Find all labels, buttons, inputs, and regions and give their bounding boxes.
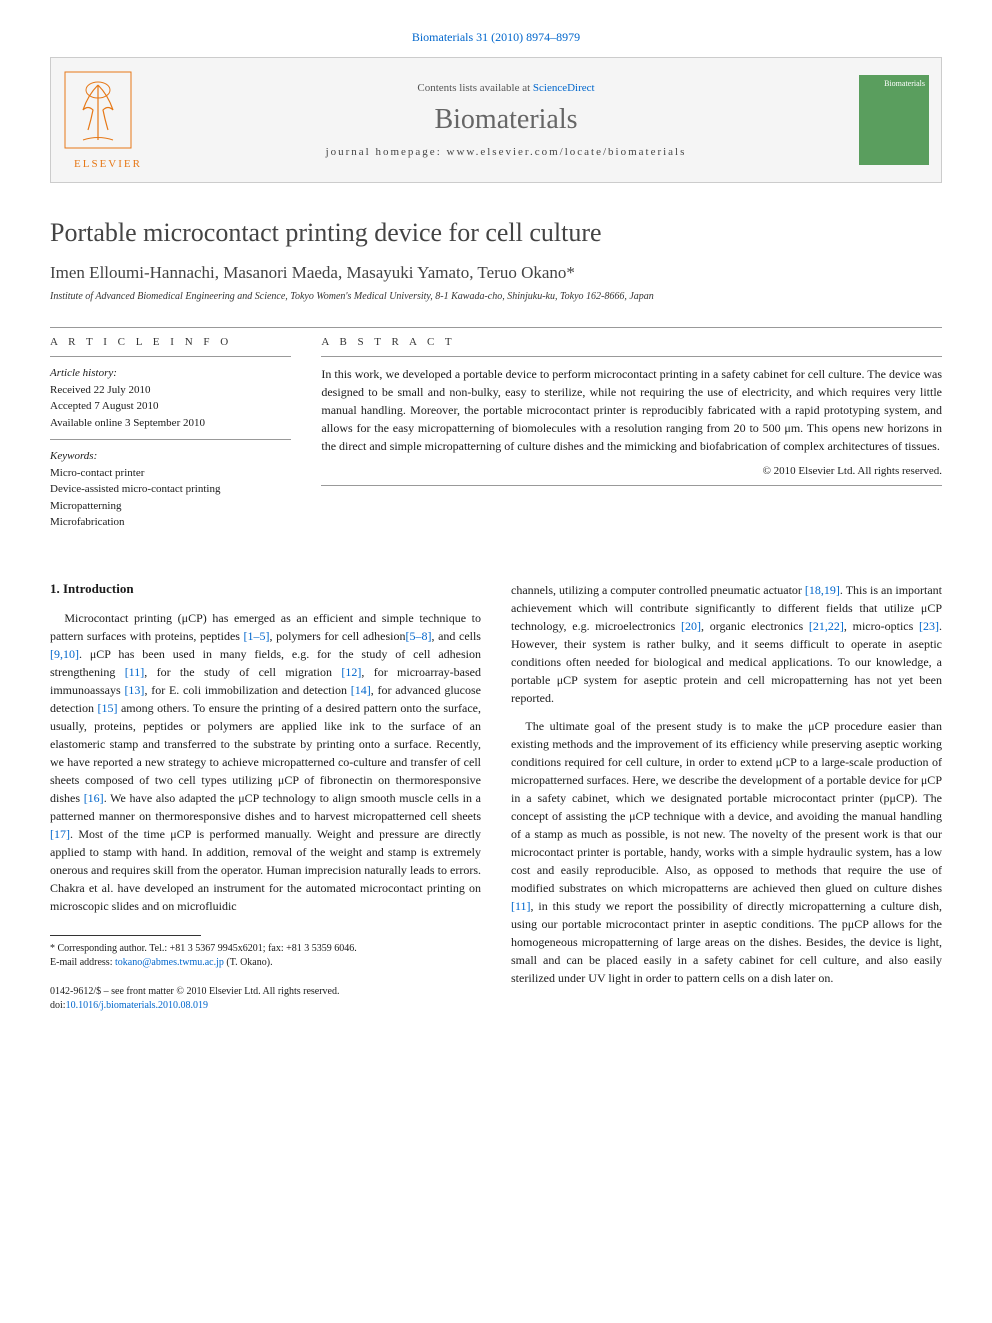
doi-prefix: doi:	[50, 1000, 66, 1011]
ref-link[interactable]: [16]	[84, 791, 104, 805]
email-link[interactable]: tokano@abmes.twmu.ac.jp	[115, 957, 224, 968]
divider	[321, 485, 942, 486]
abstract-column: A B S T R A C T In this work, we develop…	[321, 336, 942, 531]
body-text: channels, utilizing a computer controlle…	[511, 581, 942, 987]
divider	[50, 439, 291, 440]
ref-link[interactable]: [1–5]	[244, 629, 270, 643]
divider	[50, 356, 291, 357]
homepage-line: journal homepage: www.elsevier.com/locat…	[153, 146, 859, 158]
journal-cover-thumb: Biomaterials	[859, 75, 929, 165]
corresponding-author-footnote: * Corresponding author. Tel.: +81 3 5367…	[50, 942, 481, 970]
email-line: E-mail address: tokano@abmes.twmu.ac.jp …	[50, 956, 481, 970]
footnote-divider	[50, 935, 201, 936]
keyword: Device-assisted micro-contact printing	[50, 481, 291, 498]
keyword: Microfabrication	[50, 514, 291, 531]
section-heading: 1. Introduction	[50, 581, 481, 597]
keyword: Micro-contact printer	[50, 465, 291, 482]
header-citation: Biomaterials 31 (2010) 8974–8979	[50, 30, 942, 45]
body-text: Microcontact printing (μCP) has emerged …	[50, 609, 481, 915]
article-title: Portable microcontact printing device fo…	[50, 218, 942, 248]
keyword: Micropatterning	[50, 498, 291, 515]
article-info-column: A R T I C L E I N F O Article history: R…	[50, 336, 291, 531]
ref-link[interactable]: [17]	[50, 827, 70, 841]
keywords-block: Keywords: Micro-contact printer Device-a…	[50, 448, 291, 531]
homepage-url: www.elsevier.com/locate/biomaterials	[447, 146, 687, 158]
main-content: 1. Introduction Microcontact printing (μ…	[50, 581, 942, 1013]
doi-line: doi:10.1016/j.biomaterials.2010.08.019	[50, 999, 481, 1013]
elsevier-tree-icon	[63, 70, 133, 150]
ref-link[interactable]: [23]	[919, 619, 939, 633]
ref-link[interactable]: [11]	[511, 899, 531, 913]
contents-prefix: Contents lists available at	[417, 82, 532, 94]
authors: Imen Elloumi-Hannachi, Masanori Maeda, M…	[50, 263, 942, 283]
ref-link[interactable]: [14]	[351, 683, 371, 697]
citation-link[interactable]: Biomaterials 31 (2010) 8974–8979	[412, 30, 580, 44]
ref-link[interactable]: [20]	[681, 619, 701, 633]
paragraph: The ultimate goal of the present study i…	[511, 717, 942, 987]
contents-line: Contents lists available at ScienceDirec…	[153, 82, 859, 94]
journal-banner: ELSEVIER Contents lists available at Sci…	[50, 57, 942, 183]
sciencedirect-link[interactable]: ScienceDirect	[533, 82, 595, 94]
cover-label: Biomaterials	[884, 79, 925, 88]
ref-link[interactable]: [21,22]	[809, 619, 844, 633]
email-suffix: (T. Okano).	[224, 957, 273, 968]
online-date: Available online 3 September 2010	[50, 415, 291, 432]
keywords-label: Keywords:	[50, 448, 291, 465]
article-info-label: A R T I C L E I N F O	[50, 336, 291, 348]
divider	[50, 327, 942, 328]
email-label: E-mail address:	[50, 957, 115, 968]
ref-link[interactable]: [13]	[124, 683, 144, 697]
ref-link[interactable]: [15]	[97, 701, 117, 715]
homepage-prefix: journal homepage:	[326, 146, 447, 158]
divider	[321, 356, 942, 357]
received-date: Received 22 July 2010	[50, 382, 291, 399]
history-label: Article history:	[50, 365, 291, 382]
right-column: channels, utilizing a computer controlle…	[511, 581, 942, 1013]
info-abstract-row: A R T I C L E I N F O Article history: R…	[50, 336, 942, 531]
ref-link[interactable]: [12]	[341, 665, 361, 679]
paragraph: channels, utilizing a computer controlle…	[511, 581, 942, 707]
ref-link[interactable]: [5–8]	[406, 629, 432, 643]
affiliation: Institute of Advanced Biomedical Enginee…	[50, 291, 942, 302]
publisher-logo-block: ELSEVIER	[63, 70, 153, 170]
left-column: 1. Introduction Microcontact printing (μ…	[50, 581, 481, 1013]
accepted-date: Accepted 7 August 2010	[50, 398, 291, 415]
abstract-label: A B S T R A C T	[321, 336, 942, 348]
copyright: © 2010 Elsevier Ltd. All rights reserved…	[321, 465, 942, 477]
corr-author-line: * Corresponding author. Tel.: +81 3 5367…	[50, 942, 481, 956]
footer: 0142-9612/$ – see front matter © 2010 El…	[50, 985, 481, 1013]
abstract-text: In this work, we developed a portable de…	[321, 365, 942, 455]
doi-link[interactable]: 10.1016/j.biomaterials.2010.08.019	[66, 1000, 209, 1011]
ref-link[interactable]: [18,19]	[805, 583, 840, 597]
ref-link[interactable]: [9,10]	[50, 647, 79, 661]
banner-center: Contents lists available at ScienceDirec…	[153, 82, 859, 158]
journal-name: Biomaterials	[153, 104, 859, 136]
paragraph: Microcontact printing (μCP) has emerged …	[50, 609, 481, 915]
ref-link[interactable]: [11]	[125, 665, 145, 679]
article-history: Article history: Received 22 July 2010 A…	[50, 365, 291, 431]
publisher-label: ELSEVIER	[63, 158, 153, 170]
front-matter-line: 0142-9612/$ – see front matter © 2010 El…	[50, 985, 481, 999]
